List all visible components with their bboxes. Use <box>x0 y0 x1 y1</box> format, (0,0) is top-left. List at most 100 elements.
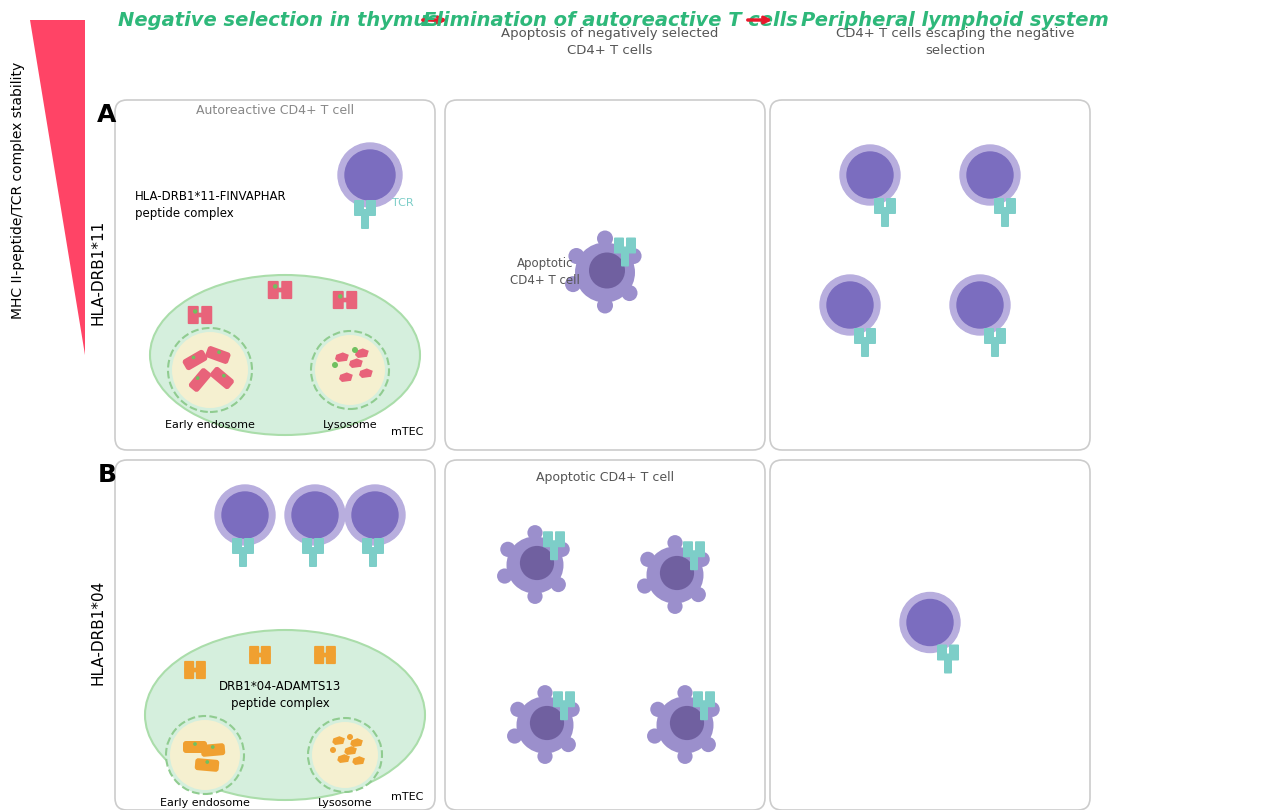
FancyBboxPatch shape <box>626 237 636 254</box>
FancyBboxPatch shape <box>195 758 219 772</box>
Circle shape <box>568 248 585 264</box>
FancyBboxPatch shape <box>854 328 864 344</box>
Circle shape <box>218 350 221 354</box>
Circle shape <box>554 542 570 557</box>
Circle shape <box>669 706 704 740</box>
Ellipse shape <box>150 275 420 435</box>
Circle shape <box>677 748 692 764</box>
Circle shape <box>273 284 278 288</box>
FancyBboxPatch shape <box>333 291 344 309</box>
Circle shape <box>589 253 625 288</box>
FancyBboxPatch shape <box>250 646 259 664</box>
Circle shape <box>338 294 343 299</box>
Circle shape <box>561 737 576 752</box>
Circle shape <box>657 697 713 753</box>
Circle shape <box>908 599 954 646</box>
FancyBboxPatch shape <box>445 460 765 810</box>
FancyBboxPatch shape <box>984 328 995 344</box>
Circle shape <box>347 734 353 740</box>
FancyBboxPatch shape <box>268 281 279 299</box>
Circle shape <box>691 587 705 602</box>
FancyBboxPatch shape <box>250 653 270 657</box>
Circle shape <box>330 747 335 753</box>
FancyBboxPatch shape <box>347 291 357 309</box>
Circle shape <box>704 701 719 717</box>
FancyBboxPatch shape <box>184 667 205 672</box>
Circle shape <box>622 285 637 301</box>
Text: A: A <box>97 103 116 127</box>
Circle shape <box>285 485 346 545</box>
Circle shape <box>626 248 641 264</box>
Circle shape <box>196 376 200 380</box>
FancyBboxPatch shape <box>314 538 324 554</box>
FancyBboxPatch shape <box>188 306 198 324</box>
FancyBboxPatch shape <box>188 313 211 318</box>
Circle shape <box>660 556 694 590</box>
Circle shape <box>640 552 655 567</box>
FancyBboxPatch shape <box>183 350 207 370</box>
FancyBboxPatch shape <box>333 298 357 302</box>
Circle shape <box>211 745 215 749</box>
FancyBboxPatch shape <box>188 368 211 392</box>
Circle shape <box>338 143 402 207</box>
Text: DRB1*04-ADAMTS13
peptide complex: DRB1*04-ADAMTS13 peptide complex <box>219 680 342 710</box>
Polygon shape <box>335 352 348 362</box>
Circle shape <box>527 589 543 604</box>
Circle shape <box>192 356 196 360</box>
Circle shape <box>312 722 378 788</box>
Circle shape <box>193 742 197 746</box>
FancyBboxPatch shape <box>692 691 703 707</box>
Circle shape <box>215 485 275 545</box>
Circle shape <box>700 737 716 752</box>
FancyBboxPatch shape <box>210 367 234 390</box>
FancyBboxPatch shape <box>244 538 253 554</box>
Circle shape <box>172 332 248 408</box>
FancyBboxPatch shape <box>183 741 207 753</box>
Text: CD4+ T cells escaping the negative
selection: CD4+ T cells escaping the negative selec… <box>836 27 1074 57</box>
FancyBboxPatch shape <box>561 701 568 720</box>
FancyBboxPatch shape <box>690 550 698 570</box>
FancyBboxPatch shape <box>201 744 225 757</box>
Circle shape <box>596 231 613 246</box>
Text: Negative selection in thymus: Negative selection in thymus <box>118 11 439 29</box>
Circle shape <box>507 728 522 744</box>
FancyBboxPatch shape <box>874 198 884 214</box>
Circle shape <box>166 716 244 794</box>
FancyBboxPatch shape <box>881 207 890 227</box>
Circle shape <box>840 145 900 205</box>
FancyBboxPatch shape <box>361 209 369 229</box>
Circle shape <box>168 328 252 412</box>
FancyBboxPatch shape <box>374 538 384 554</box>
Text: HLA-DRB1*04: HLA-DRB1*04 <box>91 579 105 684</box>
Text: Apoptotic CD4+ T cell: Apoptotic CD4+ T cell <box>536 471 675 484</box>
FancyBboxPatch shape <box>695 541 705 557</box>
Circle shape <box>538 685 553 701</box>
Circle shape <box>352 347 358 353</box>
Circle shape <box>221 492 268 538</box>
FancyBboxPatch shape <box>369 547 378 567</box>
Text: B: B <box>97 463 116 487</box>
Circle shape <box>637 578 653 594</box>
Polygon shape <box>339 373 353 382</box>
Circle shape <box>564 276 581 292</box>
Circle shape <box>520 546 554 580</box>
Circle shape <box>500 542 516 557</box>
FancyBboxPatch shape <box>867 328 876 344</box>
FancyBboxPatch shape <box>326 646 335 664</box>
Circle shape <box>311 331 389 409</box>
FancyBboxPatch shape <box>115 460 435 810</box>
Polygon shape <box>352 757 365 765</box>
Circle shape <box>575 242 635 302</box>
Polygon shape <box>355 348 369 358</box>
Text: Lysosome: Lysosome <box>317 798 372 808</box>
Polygon shape <box>29 20 84 355</box>
FancyBboxPatch shape <box>239 547 247 567</box>
Circle shape <box>900 592 960 653</box>
FancyBboxPatch shape <box>315 653 335 657</box>
FancyBboxPatch shape <box>1006 198 1016 214</box>
FancyBboxPatch shape <box>543 531 553 548</box>
Circle shape <box>847 152 893 198</box>
FancyBboxPatch shape <box>996 328 1006 344</box>
Circle shape <box>221 374 225 377</box>
FancyBboxPatch shape <box>269 288 292 292</box>
